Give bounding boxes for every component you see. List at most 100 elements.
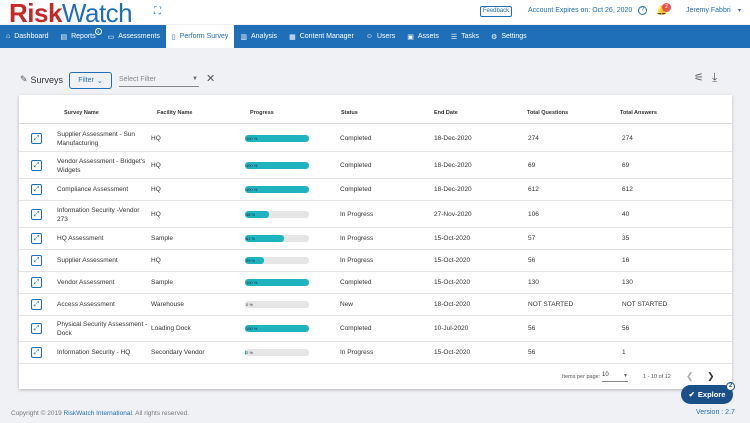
open-survey-icon[interactable]: ⤢	[31, 133, 42, 144]
nav-reports[interactable]: ▤ Reports 1	[54, 25, 102, 48]
chevron-down-icon[interactable]: ▾	[738, 8, 742, 14]
table-row[interactable]: ⤢ Information Security -Vendor 273 HQ In Pr…	[19, 201, 732, 228]
table-row[interactable]: ⤢ Access Assessment Warehouse New 18-Oct-202…	[19, 294, 732, 316]
survey-name-cell: Vendor Assessment	[57, 279, 115, 286]
main-nav: ⌂ Dashboard ▤ Reports 1 ▭ Assessments ▯ Perfo…	[0, 25, 750, 48]
progress-bar: 100 %	[245, 279, 309, 286]
progress-bar: 100 %	[245, 325, 309, 332]
progress-bar-fill	[245, 325, 309, 332]
open-survey-icon[interactable]: ⤢	[31, 233, 42, 244]
open-survey-icon[interactable]: ⤢	[31, 184, 42, 195]
survey-name-cell: Supplier Assessment - Sun Manufacturing	[57, 131, 136, 147]
folder-icon: ▦	[289, 33, 296, 41]
facility-name-cell: Loading Dock	[151, 325, 191, 332]
header-status[interactable]: Status	[341, 110, 358, 116]
progress-label: 2 %	[246, 350, 253, 355]
help-icon[interactable]: ?	[638, 6, 647, 15]
document-icon: ▤	[60, 33, 68, 41]
total-questions-cell: 106	[528, 211, 539, 218]
total-answers-cell: 35	[622, 235, 630, 242]
total-questions-cell: 56	[528, 325, 536, 332]
header-end-date[interactable]: End Date	[434, 110, 458, 116]
table-row[interactable]: ⤢ Vendor Assessment Sample Completed 15-Oct-…	[19, 272, 732, 294]
table-row[interactable]: ⤢ Vendor Assessment - Bridget's Widgets HQ…	[19, 152, 732, 179]
nav-users[interactable]: ☺ Users	[365, 33, 396, 40]
header-progress[interactable]: Progress	[250, 110, 274, 116]
nav-settings[interactable]: ⚙ Settings	[491, 33, 527, 41]
explore-button[interactable]: ✔ Explore	[681, 385, 733, 404]
nav-perform-survey[interactable]: ▯ Perform Survey	[165, 25, 235, 48]
table-row[interactable]: ⤢ Supplier Assessment - Sun Manufacturing…	[19, 125, 732, 152]
total-answers-cell: 40	[622, 211, 630, 218]
nav-analysis[interactable]: ▥ Analysis	[240, 33, 278, 41]
column-settings-icon[interactable]: ⚟	[694, 72, 704, 84]
surveys-table-card	[19, 95, 732, 389]
account-expires-text: Account Expires on: Oct 26, 2020	[528, 7, 633, 14]
header-total-questions[interactable]: Total Questions	[527, 110, 569, 116]
facility-name-cell: HQ	[151, 186, 161, 193]
bell-icon[interactable]: 🔔	[656, 5, 668, 15]
open-survey-icon[interactable]: ⤢	[31, 160, 42, 171]
end-date-cell: 15-Oct-2020	[434, 235, 471, 242]
end-date-cell: 18-Dec-2020	[434, 186, 472, 193]
total-answers-cell: 612	[622, 186, 633, 193]
feedback-button[interactable]: Feedback	[480, 6, 512, 17]
survey-name-cell: Compliance Assessment	[57, 186, 129, 193]
table-row[interactable]: ⤢ Physical Security Assessment -Dock Loadi…	[19, 316, 732, 342]
open-survey-icon[interactable]: ⤢	[31, 299, 42, 310]
progress-bar: 61 %	[245, 235, 309, 242]
fullscreen-icon[interactable]: ⛶	[154, 6, 161, 17]
table-row[interactable]: ⤢ HQ Assessment Sample In Progress 15-Oct-20…	[19, 228, 732, 250]
previous-page-icon[interactable]: ❮	[686, 371, 694, 381]
total-answers-cell: NOT STARTED	[622, 301, 668, 308]
open-survey-icon[interactable]: ⤢	[31, 323, 42, 334]
nav-assessments[interactable]: ▭ Assessments	[107, 33, 160, 41]
total-answers-cell: 130	[622, 279, 633, 286]
nav-assets[interactable]: ▣ Assets	[407, 33, 439, 41]
company-link[interactable]: RiskWatch International	[63, 410, 132, 417]
items-per-page-select[interactable]: 10 ▼	[602, 372, 628, 382]
clear-filter-icon[interactable]: ✕	[206, 73, 216, 85]
facility-name-cell: HQ	[151, 135, 161, 142]
next-page-icon[interactable]: ❯	[707, 371, 715, 381]
total-questions-cell: NOT STARTED	[528, 301, 574, 308]
open-survey-icon[interactable]: ⤢	[31, 277, 42, 288]
table-row[interactable]: ⤢ Information Security - HQ Secondary Vend…	[19, 342, 732, 364]
filter-button[interactable]: Filter ⌄	[69, 72, 112, 89]
notification-badge: 2	[662, 3, 671, 12]
assets-icon: ▣	[407, 33, 414, 41]
header-facility-name[interactable]: Facility Name	[157, 110, 193, 116]
user-menu[interactable]: Jeremy Fabbri	[686, 7, 731, 14]
total-answers-cell: 274	[622, 135, 633, 142]
total-answers-cell: 16	[622, 257, 630, 264]
nav-dashboard[interactable]: ⌂ Dashboard	[6, 33, 49, 40]
status-cell: In Progress	[340, 349, 374, 356]
select-filter-dropdown[interactable]: Select Filter ▼	[119, 73, 199, 87]
top-header: RiskWatch ⛶ Feedback Account Expires on:…	[0, 0, 750, 28]
total-questions-cell: 69	[528, 162, 536, 169]
download-icon[interactable]: ⤓	[712, 70, 718, 84]
riskwatch-logo[interactable]: RiskWatch	[9, 0, 133, 28]
survey-name-cell: Access Assessment	[57, 301, 115, 308]
total-questions-cell: 57	[528, 235, 536, 242]
dropdown-caret-icon: ▼	[192, 76, 198, 82]
header-survey-name[interactable]: Survey Name	[64, 110, 99, 116]
nav-content-manager[interactable]: ▦ Content Manager	[289, 33, 354, 41]
status-cell: Completed	[340, 186, 372, 193]
open-survey-icon[interactable]: ⤢	[31, 347, 42, 358]
header-total-answers[interactable]: Total Answers	[620, 110, 657, 116]
nav-tasks[interactable]: ☰ Tasks	[450, 33, 480, 41]
facility-name-cell: Secondary Vendor	[151, 349, 205, 356]
facility-name-cell: HQ	[151, 211, 161, 218]
total-answers-cell: 56	[622, 325, 630, 332]
progress-label: 100 %	[246, 163, 258, 168]
table-row[interactable]: ⤢ Supplier Assessment HQ In Progress 15-Oct-…	[19, 250, 732, 272]
progress-label: 29 %	[246, 258, 256, 263]
progress-bar-fill	[245, 279, 309, 286]
open-survey-icon[interactable]: ⤢	[31, 209, 42, 220]
open-survey-icon[interactable]: ⤢	[31, 255, 42, 266]
progress-bar: 29 %	[245, 257, 309, 264]
table-row[interactable]: ⤢ Compliance Assessment HQ Completed 18-Dec-…	[19, 179, 732, 201]
status-cell: In Progress	[340, 235, 374, 242]
items-per-page-label: Items per page:	[562, 374, 601, 380]
